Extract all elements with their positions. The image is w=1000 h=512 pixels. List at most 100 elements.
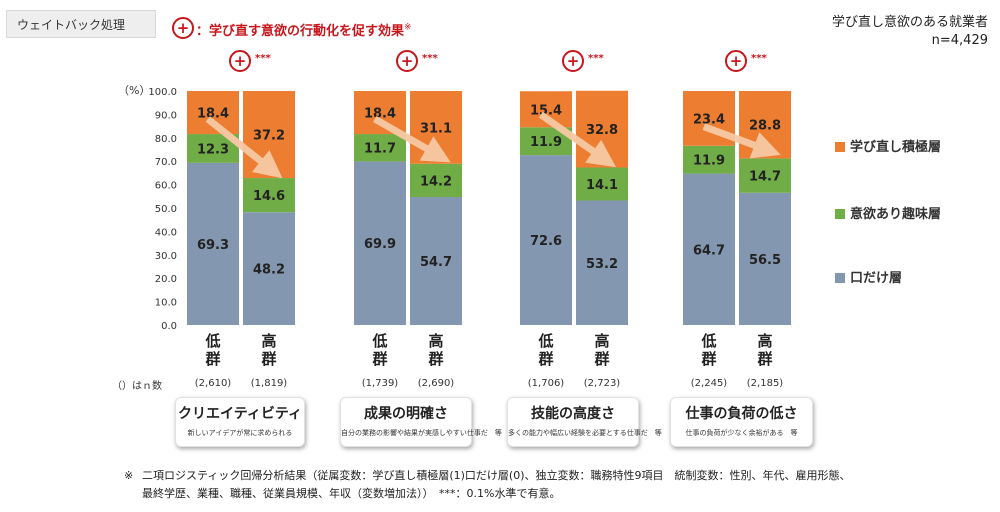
- data-label: 11.9: [693, 154, 725, 169]
- category-card: クリエイティビティ新しいアイデアが常に求められる: [175, 397, 305, 447]
- sample-info: 学び直し意欲のある就業者 n=4,429: [832, 14, 988, 50]
- n-count: (2,723): [584, 378, 621, 389]
- data-label: 54.7: [420, 255, 452, 270]
- legend-item-bottom: 口だけ層: [835, 267, 902, 286]
- y-tick-label: 20.0: [155, 274, 177, 285]
- data-label: 23.4: [693, 112, 725, 127]
- category-card: 技能の高度さ多くの能力や幅広い経験を必要とする仕事だ 等: [507, 397, 662, 447]
- y-tick-label: 80.0: [155, 134, 177, 145]
- y-tick-label: 60.0: [155, 181, 177, 192]
- y-tick-label: 10.0: [155, 298, 177, 309]
- category-card-subtitle: 自分の業務の影響や結果が実感しやすい仕事だ 等: [341, 429, 502, 437]
- category-label: 高群: [594, 332, 609, 368]
- n-label: （）はｎ数: [112, 381, 162, 392]
- legend-label-bottom: 口だけ層: [850, 271, 903, 286]
- data-label: 72.6: [530, 234, 562, 249]
- n-count: (2,185): [747, 378, 784, 389]
- plus-significance-icon: +: [562, 50, 584, 72]
- category-card-title: クリエイティビティ: [177, 406, 303, 422]
- bar-segment-middle: [410, 163, 462, 198]
- plus-significance-icon: +: [229, 50, 251, 72]
- category-label: 低群: [700, 332, 716, 368]
- category-label: 高群: [261, 332, 276, 368]
- n-count: (2,690): [418, 378, 455, 389]
- category-card-subtitle: 仕事の負荷が少なく余裕がある 等: [685, 429, 798, 437]
- bar-segment-middle: [354, 134, 406, 162]
- plus-significance-icon: +: [396, 50, 418, 72]
- bar-segment-bottom: [243, 212, 295, 325]
- bar-segment-bottom: [739, 192, 791, 325]
- significance-stars: ***: [588, 53, 604, 64]
- y-axis-title: （%）: [118, 84, 150, 97]
- y-tick-label: 30.0: [155, 251, 177, 262]
- data-label: 18.4: [197, 107, 229, 122]
- chart-heading: ：学び直す意欲の行動化を促す効果※: [196, 20, 412, 39]
- n-count: (2,610): [195, 378, 232, 389]
- data-label: 14.2: [420, 174, 452, 189]
- data-label: 14.7: [749, 170, 781, 185]
- legend-label-top: 学び直し積極層: [850, 140, 942, 155]
- bar-segment-middle: [739, 158, 791, 193]
- y-tick-label: 100.0: [148, 87, 177, 98]
- trend-arrow: [702, 123, 781, 159]
- data-label: 64.7: [693, 243, 725, 258]
- data-label: 69.9: [364, 237, 396, 252]
- bar-segment-bottom: [187, 162, 239, 325]
- category-label: 高群: [757, 332, 772, 368]
- y-tick-label: 0.0: [161, 321, 177, 332]
- plus-effect-icon: +: [172, 17, 194, 39]
- footnote: ※ 二項ロジスティック回帰分析結果（従属変数：学び直し積極層(1)口だけ層(0)、…: [124, 467, 851, 503]
- category-card-title: 仕事の負荷の低さ: [685, 406, 798, 422]
- category-card-title: 技能の高度さ: [531, 406, 615, 422]
- data-label: 31.1: [420, 121, 452, 136]
- plus-significance-icon: +: [725, 50, 747, 72]
- data-label: 12.3: [197, 142, 229, 157]
- data-label: 48.2: [253, 263, 285, 278]
- data-label: 32.8: [586, 123, 618, 138]
- data-label: 53.2: [586, 257, 618, 272]
- data-label: 14.6: [253, 189, 285, 204]
- weight-back-tag: ウェイトバック処理: [6, 10, 156, 38]
- category-card: 仕事の負荷の低さ仕事の負荷が少なく余裕がある 等: [670, 397, 813, 447]
- category-label: 低群: [371, 332, 387, 368]
- category-label: 高群: [428, 332, 443, 368]
- bar-segment-middle: [683, 145, 735, 174]
- category-card-subtitle: 新しいアイデアが常に求められる: [187, 429, 293, 437]
- legend-item-top: 学び直し積極層: [835, 136, 941, 155]
- category-card-title: 成果の明確さ: [364, 406, 448, 422]
- n-count: (1,706): [528, 378, 565, 389]
- data-label: 14.1: [586, 178, 618, 193]
- y-tick-label: 50.0: [155, 204, 177, 215]
- category-card: 成果の明確さ自分の業務の影響や結果が実感しやすい仕事だ 等: [340, 397, 502, 447]
- legend-label-middle: 意欲あり趣味層: [850, 207, 942, 222]
- footnote-mark: ※: [124, 469, 134, 482]
- bar-segment-middle: [576, 167, 628, 201]
- y-tick-label: 70.0: [155, 157, 177, 168]
- sample-size: n=4,429: [931, 33, 988, 48]
- category-label: 低群: [537, 332, 553, 368]
- bar-segment-bottom: [576, 200, 628, 325]
- data-label: 11.7: [364, 142, 396, 157]
- category-card-subtitle: 多くの能力や幅広い経験を必要とする仕事だ 等: [508, 429, 662, 437]
- bar-segment-top: [354, 91, 406, 135]
- sample-population: 学び直し意欲のある就業者: [831, 15, 988, 30]
- category-label: 低群: [204, 332, 220, 368]
- footnote-line-2: 最終学歴、業種、職種、従業員規模、年収（変数増加法）） ***：0.1%水準で有…: [142, 487, 561, 500]
- trend-arrow: [373, 115, 451, 163]
- trend-arrow: [538, 111, 617, 168]
- data-label: 11.9: [530, 135, 562, 150]
- trend-arrow: [205, 116, 283, 179]
- bar-segment-bottom: [683, 173, 735, 325]
- legend-swatch-top: [835, 142, 845, 152]
- footnote-line-1: 二項ロジスティック回帰分析結果（従属変数：学び直し積極層(1)口だけ層(0)、独…: [142, 469, 851, 482]
- n-count: (1,739): [362, 378, 399, 389]
- bar-segment-bottom: [520, 155, 572, 325]
- data-label: 15.4: [530, 103, 562, 118]
- n-count: (2,245): [691, 378, 728, 389]
- significance-stars: ***: [422, 53, 438, 64]
- bar-segment-bottom: [410, 197, 462, 325]
- data-label: 37.2: [253, 129, 285, 144]
- chart-heading-text: ：学び直す意欲の行動化を促す効果: [196, 24, 405, 39]
- n-count: (1,819): [251, 378, 288, 389]
- y-tick-label: 40.0: [155, 227, 177, 238]
